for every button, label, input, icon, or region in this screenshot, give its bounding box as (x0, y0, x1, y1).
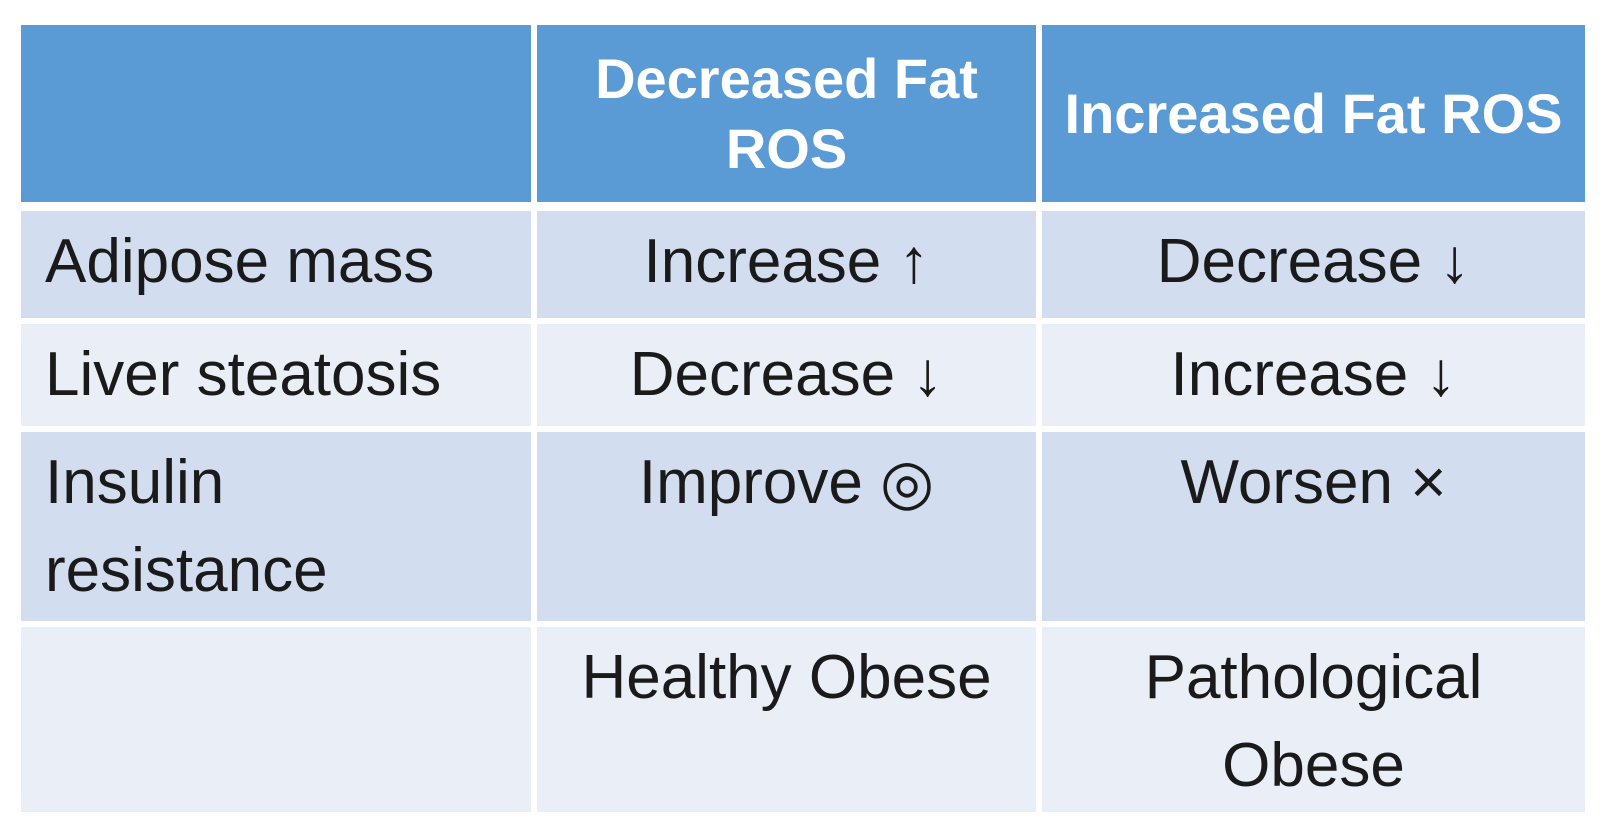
cell-summary-healthy-obese: Healthy Obese (534, 624, 1039, 815)
row-label-liver-steatosis: Liver steatosis (18, 321, 534, 429)
cell-adipose-mass-increased: Decrease ↓ (1039, 208, 1588, 321)
header-cell-decreased-fat-ros: Decreased Fat ROS (534, 22, 1039, 208)
cell-liver-steatosis-decreased: Decrease ↓ (534, 321, 1039, 429)
cell-insulin-resistance-decreased: Improve ◎ (534, 429, 1039, 624)
header-cell-blank (18, 22, 534, 208)
cell-insulin-resistance-increased: Worsen × (1039, 429, 1588, 624)
row-label-adipose-mass: Adipose mass (18, 208, 534, 321)
cell-adipose-mass-decreased: Increase ↑ (534, 208, 1039, 321)
table-row-liver-steatosis: Liver steatosis Decrease ↓ Increase ↓ (18, 321, 1588, 429)
row-label-insulin-resistance: Insulin resistance (18, 429, 534, 624)
table-row-insulin-resistance: Insulin resistance Improve ◎ Worsen × (18, 429, 1588, 624)
header-cell-increased-fat-ros: Increased Fat ROS (1039, 22, 1588, 208)
cell-liver-steatosis-increased: Increase ↓ (1039, 321, 1588, 429)
fat-ros-comparison-table: Decreased Fat ROS Increased Fat ROS Adip… (18, 22, 1588, 815)
cell-summary-pathological-obese: Pathological Obese (1039, 624, 1588, 815)
table-header-row: Decreased Fat ROS Increased Fat ROS (18, 22, 1588, 208)
row-label-summary-blank (18, 624, 534, 815)
table-row-adipose-mass: Adipose mass Increase ↑ Decrease ↓ (18, 208, 1588, 321)
table-row-summary: Healthy Obese Pathological Obese (18, 624, 1588, 815)
